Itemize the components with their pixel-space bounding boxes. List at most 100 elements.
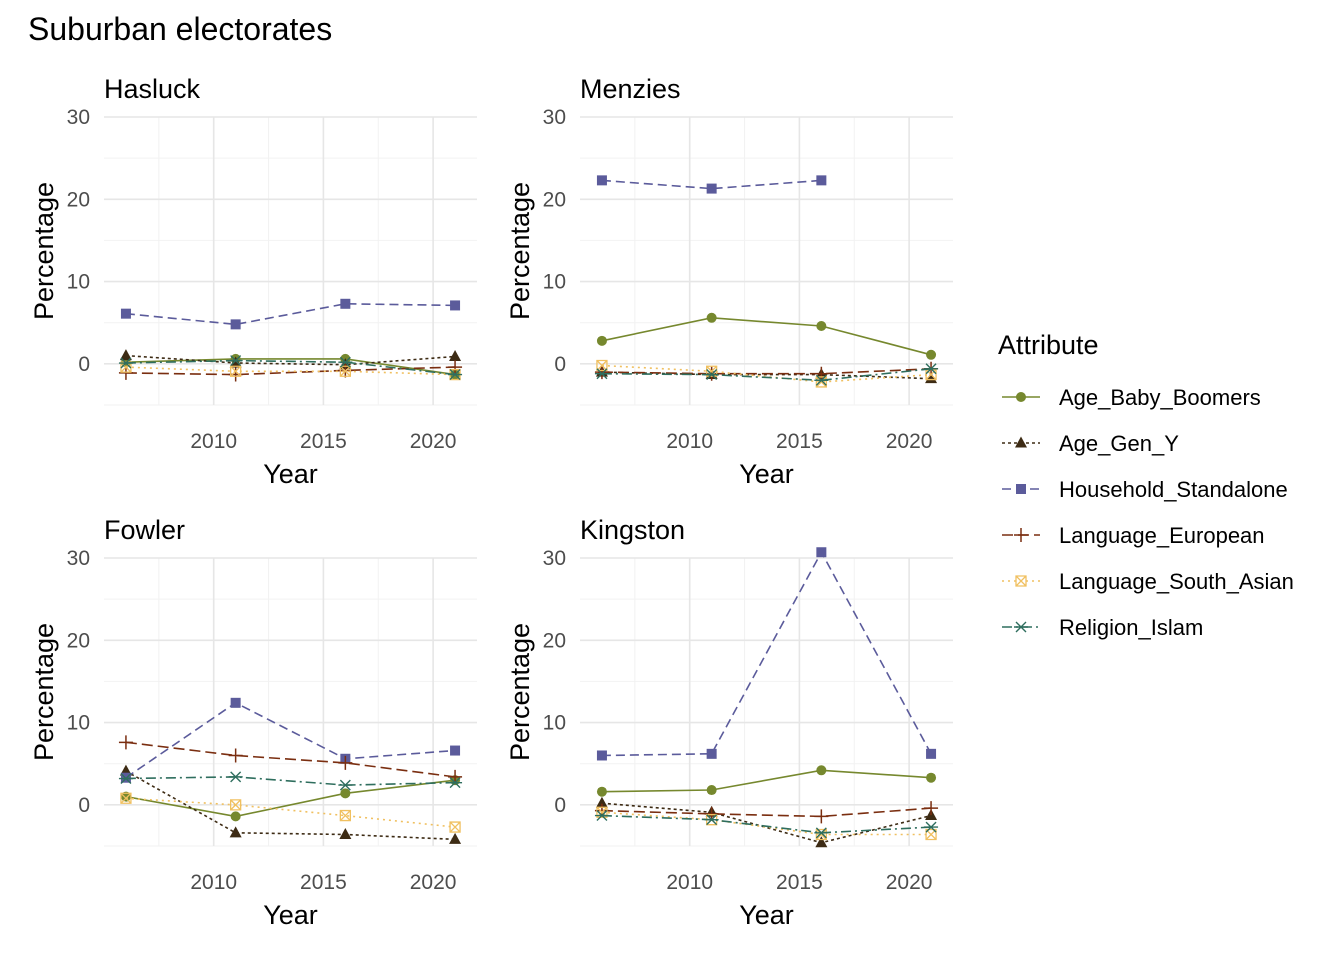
legend-marker xyxy=(1016,484,1026,494)
data-point xyxy=(596,786,607,797)
legend-label: Age_Gen_Y xyxy=(1059,431,1179,456)
legend-item-age-baby-boomers: Age_Baby_Boomers xyxy=(1002,385,1261,410)
minor-gridlines xyxy=(580,117,953,406)
major-gridlines xyxy=(104,116,477,405)
data-point xyxy=(814,366,829,381)
data-point xyxy=(228,748,243,763)
data-point xyxy=(339,365,352,377)
data-point xyxy=(594,810,609,822)
data-point xyxy=(706,183,717,194)
x-tick-label: 2010 xyxy=(666,430,713,453)
panel-title: Hasluck xyxy=(104,74,201,104)
legend-items: Age_Baby_Boomers Age_Gen_Y Household_Stand… xyxy=(1002,385,1294,640)
x-tick-label: 2020 xyxy=(886,430,933,453)
x-tick-label: 2010 xyxy=(190,871,237,894)
series-line xyxy=(601,179,822,190)
data-point xyxy=(596,359,608,372)
data-point xyxy=(926,772,937,783)
data-point xyxy=(815,836,828,848)
chart-title: Suburban electorates xyxy=(28,11,332,47)
series-household-standalone xyxy=(120,298,461,330)
x-axis-title: Year xyxy=(739,459,794,489)
y-tick-label: 10 xyxy=(543,712,566,735)
panel-title: Fowler xyxy=(104,515,185,545)
y-tick-label: 10 xyxy=(543,271,566,294)
y-tick-label: 10 xyxy=(67,271,90,294)
series-line xyxy=(601,368,932,382)
data-point xyxy=(229,365,242,377)
x-tick-label: 2020 xyxy=(410,430,457,453)
series-line xyxy=(601,814,932,834)
series-line xyxy=(125,776,456,786)
data-point xyxy=(816,765,827,776)
data-point xyxy=(924,363,939,375)
data-point xyxy=(704,806,719,821)
legend-item-religion-islam: Religion_Islam xyxy=(1002,615,1203,640)
panel-menzies: Menzies 2010 2015 2020 0 10 20 30 Year Percentage xyxy=(505,74,953,489)
y-axis-title: Percentage xyxy=(29,623,59,761)
legend-label: Age_Baby_Boomers xyxy=(1059,385,1261,410)
legend-item-age-gen-y: Age_Gen_Y xyxy=(1002,431,1179,456)
series-age-baby-boomers xyxy=(596,312,937,360)
data-point xyxy=(924,821,939,833)
x-tick-label: 2020 xyxy=(410,871,457,894)
series-line xyxy=(125,302,456,326)
legend-label: Household_Standalone xyxy=(1059,477,1288,502)
y-tick-label: 30 xyxy=(67,106,90,129)
data-point xyxy=(596,335,607,346)
y-tick-label: 20 xyxy=(543,188,566,211)
data-point xyxy=(816,175,827,186)
series-line xyxy=(125,354,456,366)
data-point xyxy=(925,372,938,384)
data-point xyxy=(230,811,241,822)
series-line xyxy=(125,741,456,778)
data-point xyxy=(814,827,829,839)
legend: Attribute Age_Baby_Boomers Age_Gen_Y House… xyxy=(998,330,1294,640)
series-language-european xyxy=(118,735,463,784)
y-tick-label: 0 xyxy=(554,353,566,376)
data-point xyxy=(704,369,719,381)
series-household-standalone xyxy=(596,547,937,761)
legend-label: Religion_Islam xyxy=(1059,615,1203,640)
data-point xyxy=(229,826,242,838)
data-point xyxy=(448,369,463,381)
minor-gridlines xyxy=(104,558,477,847)
series-age-baby-boomers xyxy=(596,765,937,797)
series-language-european xyxy=(594,801,939,824)
data-point xyxy=(596,175,607,186)
legend-label: Language_South_Asian xyxy=(1059,569,1294,594)
x-tick-label: 2020 xyxy=(886,871,933,894)
legend-marker xyxy=(1014,621,1028,633)
y-tick-label: 30 xyxy=(543,547,566,570)
data-point xyxy=(338,356,353,368)
x-axis-title: Year xyxy=(739,900,794,930)
x-tick-label: 2015 xyxy=(776,430,823,453)
series-religion-islam xyxy=(118,771,463,791)
series-language-south-asian xyxy=(120,792,461,833)
data-point xyxy=(229,799,242,811)
series-line xyxy=(601,811,932,836)
legend-marker xyxy=(1015,575,1027,587)
data-point xyxy=(594,368,609,380)
data-point xyxy=(450,745,461,756)
y-tick-label: 20 xyxy=(67,188,90,211)
data-point xyxy=(449,349,462,361)
data-point xyxy=(449,832,462,844)
y-tick-label: 0 xyxy=(78,794,90,817)
data-point xyxy=(816,321,827,332)
series-religion-islam xyxy=(594,810,939,839)
data-point xyxy=(595,796,608,808)
series-line xyxy=(125,359,456,376)
data-point xyxy=(596,750,607,761)
data-point xyxy=(594,365,609,380)
legend-marker xyxy=(1014,528,1028,542)
legend-marker xyxy=(1016,392,1026,402)
series-age-baby-boomers xyxy=(120,775,461,822)
series-line xyxy=(601,550,932,757)
y-tick-label: 10 xyxy=(67,712,90,735)
data-point xyxy=(230,697,241,708)
minor-gridlines xyxy=(104,117,477,406)
data-point xyxy=(339,827,352,839)
data-point xyxy=(815,828,828,841)
x-axis-title: Year xyxy=(263,459,318,489)
